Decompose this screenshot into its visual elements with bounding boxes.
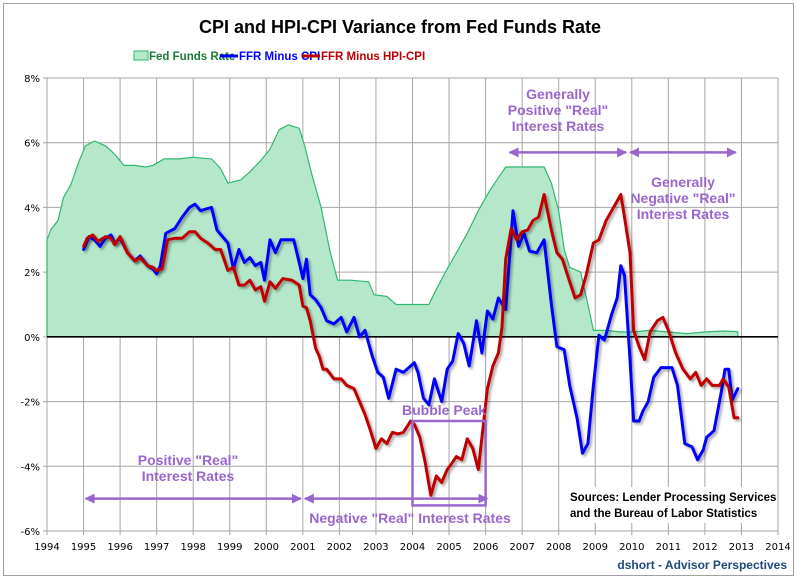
y-tick-label: -2%	[21, 398, 40, 409]
y-axis-ticks: 8% 6% 4% 2% 0% -2% -4% -6%	[21, 74, 40, 538]
x-tick-label: 2008	[546, 542, 571, 553]
annotation-negative-real: Negative "Real" Interest Rates	[309, 510, 511, 526]
y-tick-label: 2%	[24, 268, 40, 279]
annotation-generally-positive-line1: Generally	[526, 86, 590, 102]
legend-label-fed-funds: Fed Funds Rate	[149, 51, 235, 63]
series-line-ffr-minus-hpi-cpi	[82, 193, 740, 497]
annotation-bubble-peak: Bubble Peak	[402, 402, 486, 418]
y-tick-label: 4%	[24, 203, 40, 214]
credit-text: dshort - Advisor Perspectives	[617, 558, 787, 572]
annotation-generally-positive-line3: Interest Rates	[512, 118, 605, 134]
x-tick-label: 2002	[327, 542, 352, 553]
annotation-generally-negative-line3: Interest Rates	[637, 206, 730, 222]
sources-line2: and the Bureau of Labor Statistics	[570, 508, 757, 520]
x-tick-label: 2007	[509, 542, 534, 553]
x-tick-label: 2009	[583, 542, 608, 553]
x-tick-label: 2013	[729, 542, 754, 553]
annotation-positive-real-line2: Interest Rates	[142, 468, 235, 484]
x-tick-label: 2000	[254, 542, 279, 553]
x-tick-label: 2012	[692, 542, 717, 553]
legend-label-ffr-hpi: FFR Minus HPI-CPI	[321, 51, 425, 63]
x-tick-label: 1996	[107, 542, 132, 553]
y-tick-label: -4%	[21, 462, 40, 473]
x-tick-label: 1998	[180, 542, 205, 553]
y-tick-label: 0%	[24, 333, 40, 344]
x-tick-label: 2004	[400, 542, 425, 553]
y-tick-label: -6%	[21, 527, 40, 538]
x-tick-label: 1999	[217, 542, 242, 553]
x-tick-label: 1994	[34, 542, 59, 553]
annotation-generally-negative-line2: Negative "Real"	[630, 190, 735, 206]
chart-title: CPI and HPI-CPI Variance from Fed Funds …	[199, 17, 601, 37]
legend-swatch-fed-funds	[133, 50, 149, 61]
x-tick-label: 2011	[656, 542, 681, 553]
sources-line1: Sources: Lender Processing Services	[570, 492, 776, 504]
y-tick-label: 8%	[24, 74, 40, 85]
x-tick-label: 1997	[144, 542, 169, 553]
series-lines	[82, 193, 740, 497]
series-line-ffr-minus-cpi	[82, 202, 740, 462]
x-tick-label: 2005	[436, 542, 461, 553]
x-tick-label: 2010	[619, 542, 644, 553]
x-tick-label: 2014	[765, 542, 790, 553]
fed-funds-area	[46, 124, 739, 338]
series-area-fed-funds-rate	[46, 124, 739, 338]
x-axis-ticks: 1994 1995 1996 1997 1998 1999 2000 2001 2002 2003…	[34, 542, 790, 553]
annotation-arrows	[84, 147, 737, 504]
y-tick-label: 6%	[24, 139, 40, 150]
annotations: Positive "Real" Interest Rates Negative …	[138, 86, 777, 526]
legend: Fed Funds Rate FFR Minus CPI FFR Minus H…	[133, 50, 425, 63]
annotation-positive-real-line1: Positive "Real"	[138, 452, 238, 468]
bubble-peak-box	[411, 419, 487, 507]
x-tick-label: 2001	[290, 542, 315, 553]
x-tick-label: 1995	[71, 542, 96, 553]
sources-box	[568, 487, 772, 523]
annotation-generally-positive-line2: Positive "Real"	[508, 102, 608, 118]
legend-label-ffr-cpi: FFR Minus CPI	[239, 51, 320, 63]
x-tick-label: 2003	[363, 542, 388, 553]
annotation-generally-negative-line1: Generally	[651, 174, 715, 190]
x-tick-label: 2006	[473, 542, 498, 553]
